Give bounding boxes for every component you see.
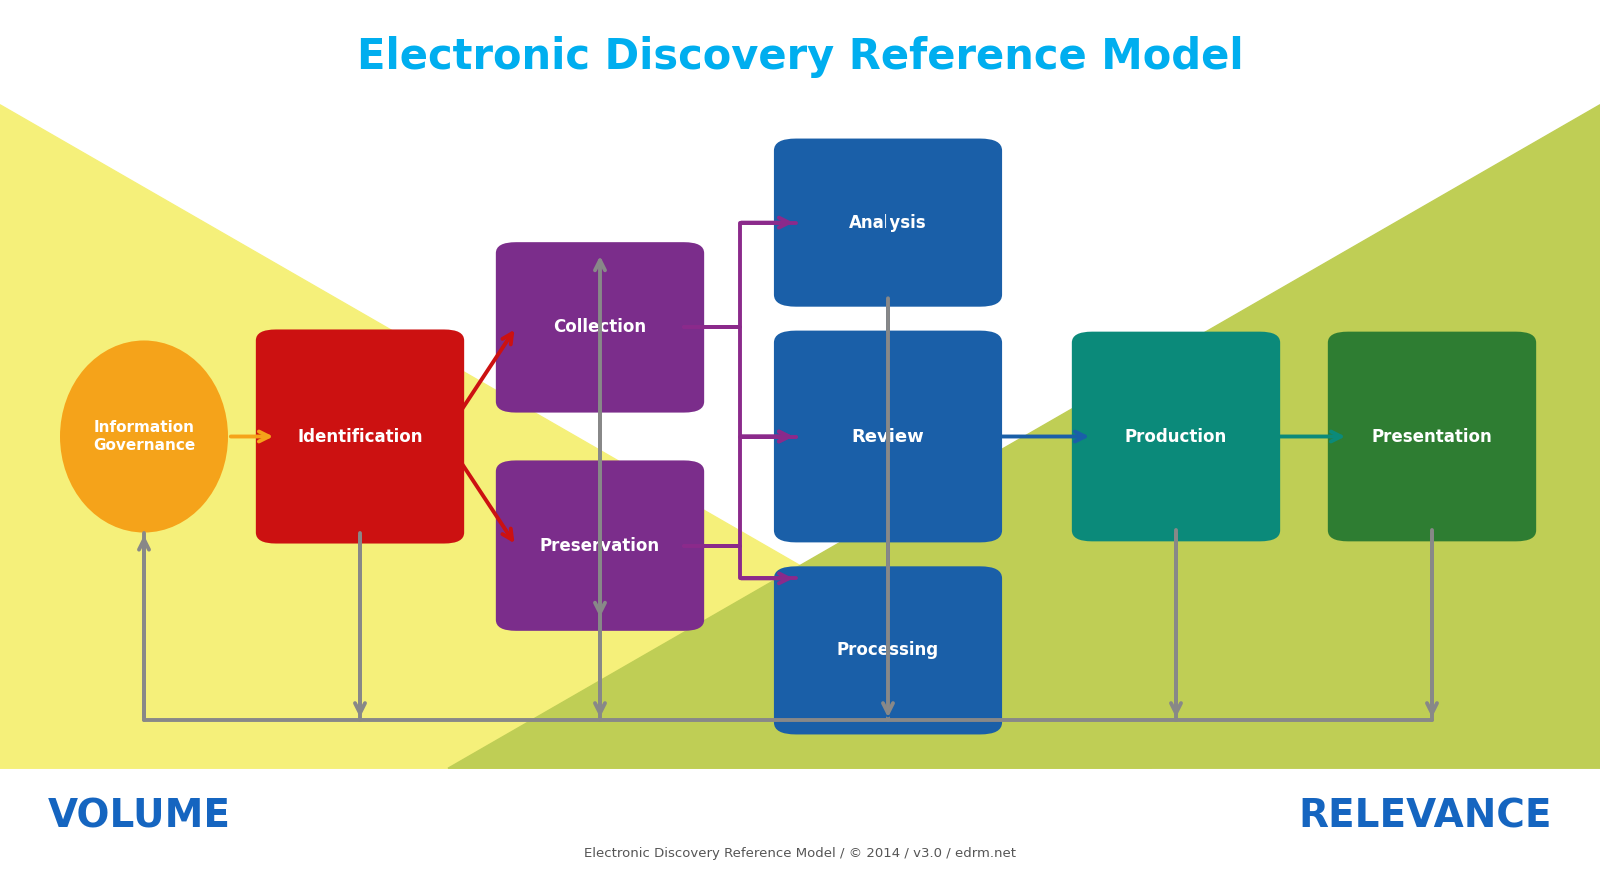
- Text: Processing: Processing: [837, 642, 939, 659]
- FancyBboxPatch shape: [774, 331, 1002, 542]
- Text: Identification: Identification: [298, 428, 422, 445]
- Text: VOLUME: VOLUME: [48, 797, 230, 835]
- Text: Electronic Discovery Reference Model: Electronic Discovery Reference Model: [357, 36, 1243, 78]
- Ellipse shape: [61, 340, 229, 533]
- Text: RELEVANCE: RELEVANCE: [1299, 797, 1552, 835]
- Text: Collection: Collection: [554, 319, 646, 336]
- Text: Analysis: Analysis: [850, 214, 926, 231]
- FancyBboxPatch shape: [774, 567, 1002, 734]
- FancyBboxPatch shape: [256, 329, 464, 544]
- FancyBboxPatch shape: [1072, 332, 1280, 541]
- Text: Electronic Discovery Reference Model / © 2014 / v3.0 / edrm.net: Electronic Discovery Reference Model / ©…: [584, 848, 1016, 860]
- FancyBboxPatch shape: [496, 242, 704, 413]
- FancyBboxPatch shape: [1328, 332, 1536, 541]
- Text: Review: Review: [851, 428, 925, 445]
- Text: Presentation: Presentation: [1371, 428, 1493, 445]
- Polygon shape: [448, 105, 1600, 768]
- Text: Information
Governance: Information Governance: [93, 420, 195, 453]
- Polygon shape: [0, 105, 1152, 768]
- Text: Production: Production: [1125, 428, 1227, 445]
- FancyBboxPatch shape: [496, 460, 704, 631]
- FancyBboxPatch shape: [774, 139, 1002, 306]
- Text: Preservation: Preservation: [539, 537, 661, 554]
